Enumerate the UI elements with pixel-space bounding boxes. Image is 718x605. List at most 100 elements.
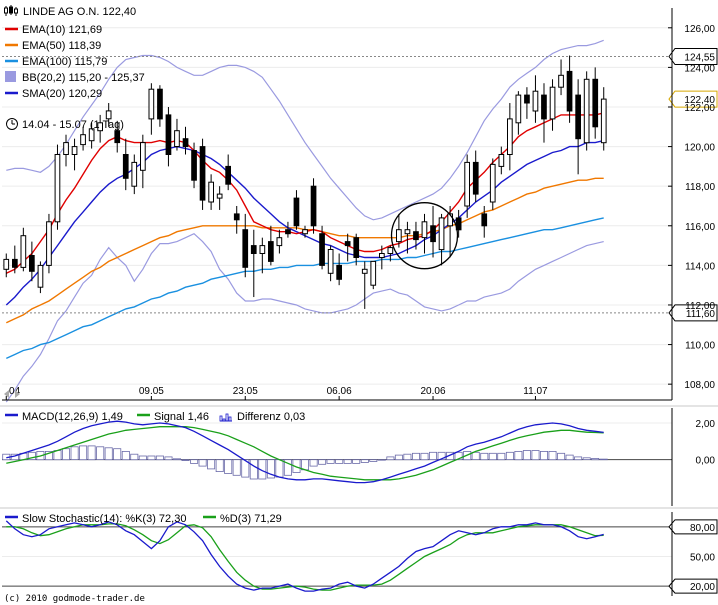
histogram-icon	[219, 413, 232, 422]
candle	[413, 221, 419, 250]
candle-body-up	[583, 78, 590, 144]
candle-body-down	[472, 161, 479, 195]
stochastic-legend: Slow Stochastic(14): %K(3) 72,30 %D(3) 71…	[5, 513, 282, 525]
price-tick-label: 114,00	[685, 261, 715, 272]
clock-icon	[6, 118, 18, 130]
macd-histogram-bar	[113, 448, 122, 461]
candle-body-up	[140, 142, 146, 171]
candle-body-down	[455, 217, 462, 231]
candle	[293, 190, 300, 230]
candle-body-up	[327, 249, 334, 274]
candle-body-down	[122, 154, 129, 179]
macd-axis: 2,00 0,00	[671, 408, 716, 506]
candle-body-up	[515, 94, 522, 124]
macd-tick-label: 2,00	[696, 419, 716, 430]
candlesticks	[3, 55, 607, 309]
candle-body-down	[319, 233, 325, 266]
candle	[165, 106, 172, 167]
candle	[140, 134, 146, 189]
macd-histogram-bar	[70, 446, 79, 460]
macd-histogram-bar	[241, 459, 250, 478]
candle-body-up	[600, 98, 607, 144]
candle	[148, 83, 155, 135]
candle	[12, 245, 18, 274]
price-marker-text: 122,40	[684, 95, 715, 106]
copyright-text: (c) 2010 godmode-trader.de	[4, 594, 145, 604]
price-panel: 124,55 122,40 111,60 108,00 110,00 112,00 114…	[2, 5, 718, 403]
candle-body-down	[250, 245, 257, 255]
stochastic-d-line	[6, 523, 604, 591]
candle-body-down	[524, 94, 530, 104]
macd-histogram-bar	[318, 459, 327, 465]
candle-body-up	[276, 237, 283, 247]
candle-body-down	[191, 150, 197, 181]
date-tick-label: 06.06	[327, 386, 352, 397]
candle	[515, 91, 522, 135]
macd-histogram-bar	[335, 459, 344, 464]
candle	[404, 221, 411, 254]
macd-legend-entry: MACD(12,26,9) 1,49	[5, 411, 123, 423]
candle-body-up	[558, 74, 564, 88]
candle-body-down	[114, 130, 121, 144]
candle	[302, 225, 308, 238]
candle	[387, 245, 394, 262]
stochastic-tick-label: 50,00	[690, 552, 715, 563]
candle-body-up	[20, 235, 27, 268]
macd-legend-entry: Signal 1,46	[137, 411, 209, 423]
candle-body-up	[396, 229, 402, 243]
candle-body-up	[387, 247, 394, 255]
bollinger-lower-line	[5, 232, 604, 403]
macd-histogram-bar	[411, 452, 420, 461]
legend-entry: EMA(100) 115,79	[5, 56, 107, 68]
macd-histogram-bar	[172, 458, 181, 461]
price-marker-label: 122,40	[668, 90, 718, 108]
macd-histogram-bar	[522, 450, 531, 461]
legend-entry: EMA(50) 118,39	[5, 40, 101, 52]
stochastic-tick-label: 20,00	[690, 582, 715, 593]
macd-histogram-bar	[428, 451, 437, 460]
candle-body-up	[80, 134, 86, 146]
candle-body-up	[46, 221, 52, 266]
candle	[216, 186, 223, 210]
histogram-icon-bar	[225, 413, 229, 422]
macd-histogram-bar	[599, 458, 608, 461]
candle	[182, 126, 189, 155]
scroll-left-arrow	[4, 390, 9, 398]
candle	[396, 213, 402, 248]
price-tick-label: 124,00	[684, 63, 715, 74]
price-legend: EMA(10) 121,69 EMA(50) 118,39 EMA(100) 115…	[5, 24, 145, 100]
stochastic-axis: 80,00 50,00 20,00	[668, 512, 718, 596]
macd-histogram-bar	[403, 453, 412, 461]
candle	[20, 227, 27, 272]
legend-label: EMA(50) 118,39	[22, 40, 101, 52]
macd-histogram-bar	[394, 454, 403, 461]
candle-body-up	[507, 118, 513, 155]
candle	[276, 229, 283, 254]
price-tick-label: 118,00	[685, 182, 715, 193]
highlight-circle	[390, 202, 459, 270]
macd-histogram-bar	[377, 459, 386, 461]
candle-body-down	[413, 231, 419, 241]
stochastic-level-box	[668, 519, 718, 535]
legend-label: SMA(20) 120,29	[22, 88, 102, 100]
macd-histogram-bar	[514, 450, 523, 461]
candle-body-down	[182, 138, 189, 148]
macd-histogram-bar	[360, 459, 369, 463]
histogram-icon-bar	[219, 415, 223, 422]
candle	[122, 138, 129, 191]
candle	[549, 79, 556, 131]
price-tick-label: 110,00	[685, 341, 715, 352]
date-tick-label: .04	[6, 386, 20, 397]
macd-histogram-bar	[275, 459, 284, 478]
macd-histogram-bar	[215, 459, 224, 473]
macd-histogram-bar	[130, 453, 139, 461]
macd-histogram-bar	[164, 456, 173, 461]
macd-histogram-bar	[488, 452, 497, 461]
candle-body-up	[379, 253, 385, 258]
candle-body-down	[29, 255, 35, 272]
candle-body-down	[12, 258, 18, 268]
macd-line	[6, 420, 604, 484]
candle-body-up	[131, 161, 138, 187]
macd-lines	[6, 420, 604, 484]
macd-legend-entry: Differenz 0,03	[219, 411, 305, 423]
